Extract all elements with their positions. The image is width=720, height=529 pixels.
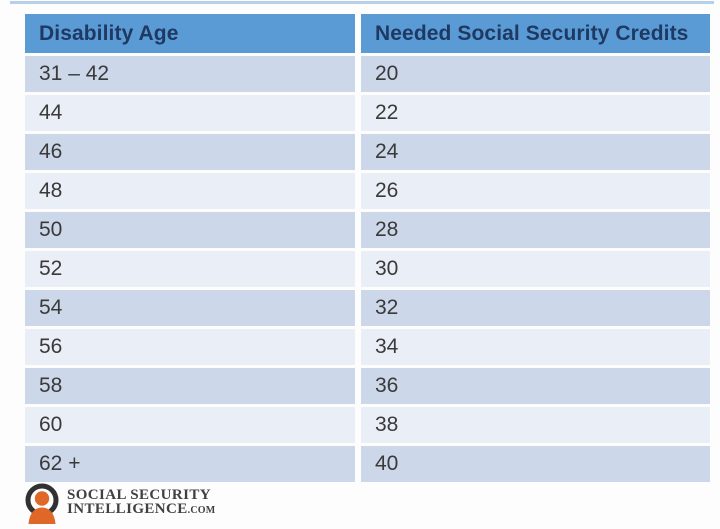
cell-disability-age: 60 — [25, 407, 355, 443]
logo-line1: SOCIAL SECURITY — [67, 487, 211, 503]
cell-needed-credits: 40 — [361, 446, 710, 482]
cell-needed-credits: 38 — [361, 407, 710, 443]
column-header-needed-credits: Needed Social Security Credits — [361, 14, 710, 53]
cell-disability-age: 44 — [25, 95, 355, 131]
top-border-line — [10, 1, 714, 4]
credits-table: Disability Age Needed Social Security Cr… — [25, 14, 710, 482]
table-row: 44 22 — [25, 95, 710, 131]
table-body: 31 – 42 20 44 22 46 24 48 26 50 28 52 30 54 32 56 34 58 3… — [25, 56, 710, 482]
table-row: 60 38 — [25, 407, 710, 443]
cell-disability-age: 48 — [25, 173, 355, 209]
cell-needed-credits: 22 — [361, 95, 710, 131]
cell-disability-age: 52 — [25, 251, 355, 287]
cell-needed-credits: 20 — [361, 56, 710, 92]
cell-needed-credits: 32 — [361, 290, 710, 326]
cell-needed-credits: 36 — [361, 368, 710, 404]
cell-needed-credits: 24 — [361, 134, 710, 170]
cell-disability-age: 58 — [25, 368, 355, 404]
cell-needed-credits: 34 — [361, 329, 710, 365]
cell-disability-age: 54 — [25, 290, 355, 326]
table-header-row: Disability Age Needed Social Security Cr… — [25, 14, 710, 53]
table-row: 50 28 — [25, 212, 710, 248]
cell-disability-age: 50 — [25, 212, 355, 248]
logo-line2: INTELLIGENCE.COM — [67, 501, 216, 517]
cell-disability-age: 62 + — [25, 446, 355, 482]
column-header-disability-age: Disability Age — [25, 14, 355, 53]
cell-needed-credits: 26 — [361, 173, 710, 209]
table-row: 58 36 — [25, 368, 710, 404]
cell-needed-credits: 30 — [361, 251, 710, 287]
cell-needed-credits: 28 — [361, 212, 710, 248]
table-row: 62 +40 — [25, 446, 710, 482]
logo-domain-suffix: .COM — [187, 505, 216, 516]
cell-disability-age: 46 — [25, 134, 355, 170]
table-row: 31 – 42 20 — [25, 56, 710, 92]
table-row: 54 32 — [25, 290, 710, 326]
person-in-ring-icon — [22, 483, 62, 524]
logo: SOCIAL SECURITY INTELLIGENCE.COM — [22, 483, 215, 524]
table-row: 52 30 — [25, 251, 710, 287]
table-row: 56 34 — [25, 329, 710, 365]
table-row: 48 26 — [25, 173, 710, 209]
cell-disability-age: 56 — [25, 329, 355, 365]
cell-disability-age: 31 – 42 — [25, 56, 355, 92]
logo-text: SOCIAL SECURITY INTELLIGENCE.COM — [67, 483, 215, 518]
table-row: 46 24 — [25, 134, 710, 170]
